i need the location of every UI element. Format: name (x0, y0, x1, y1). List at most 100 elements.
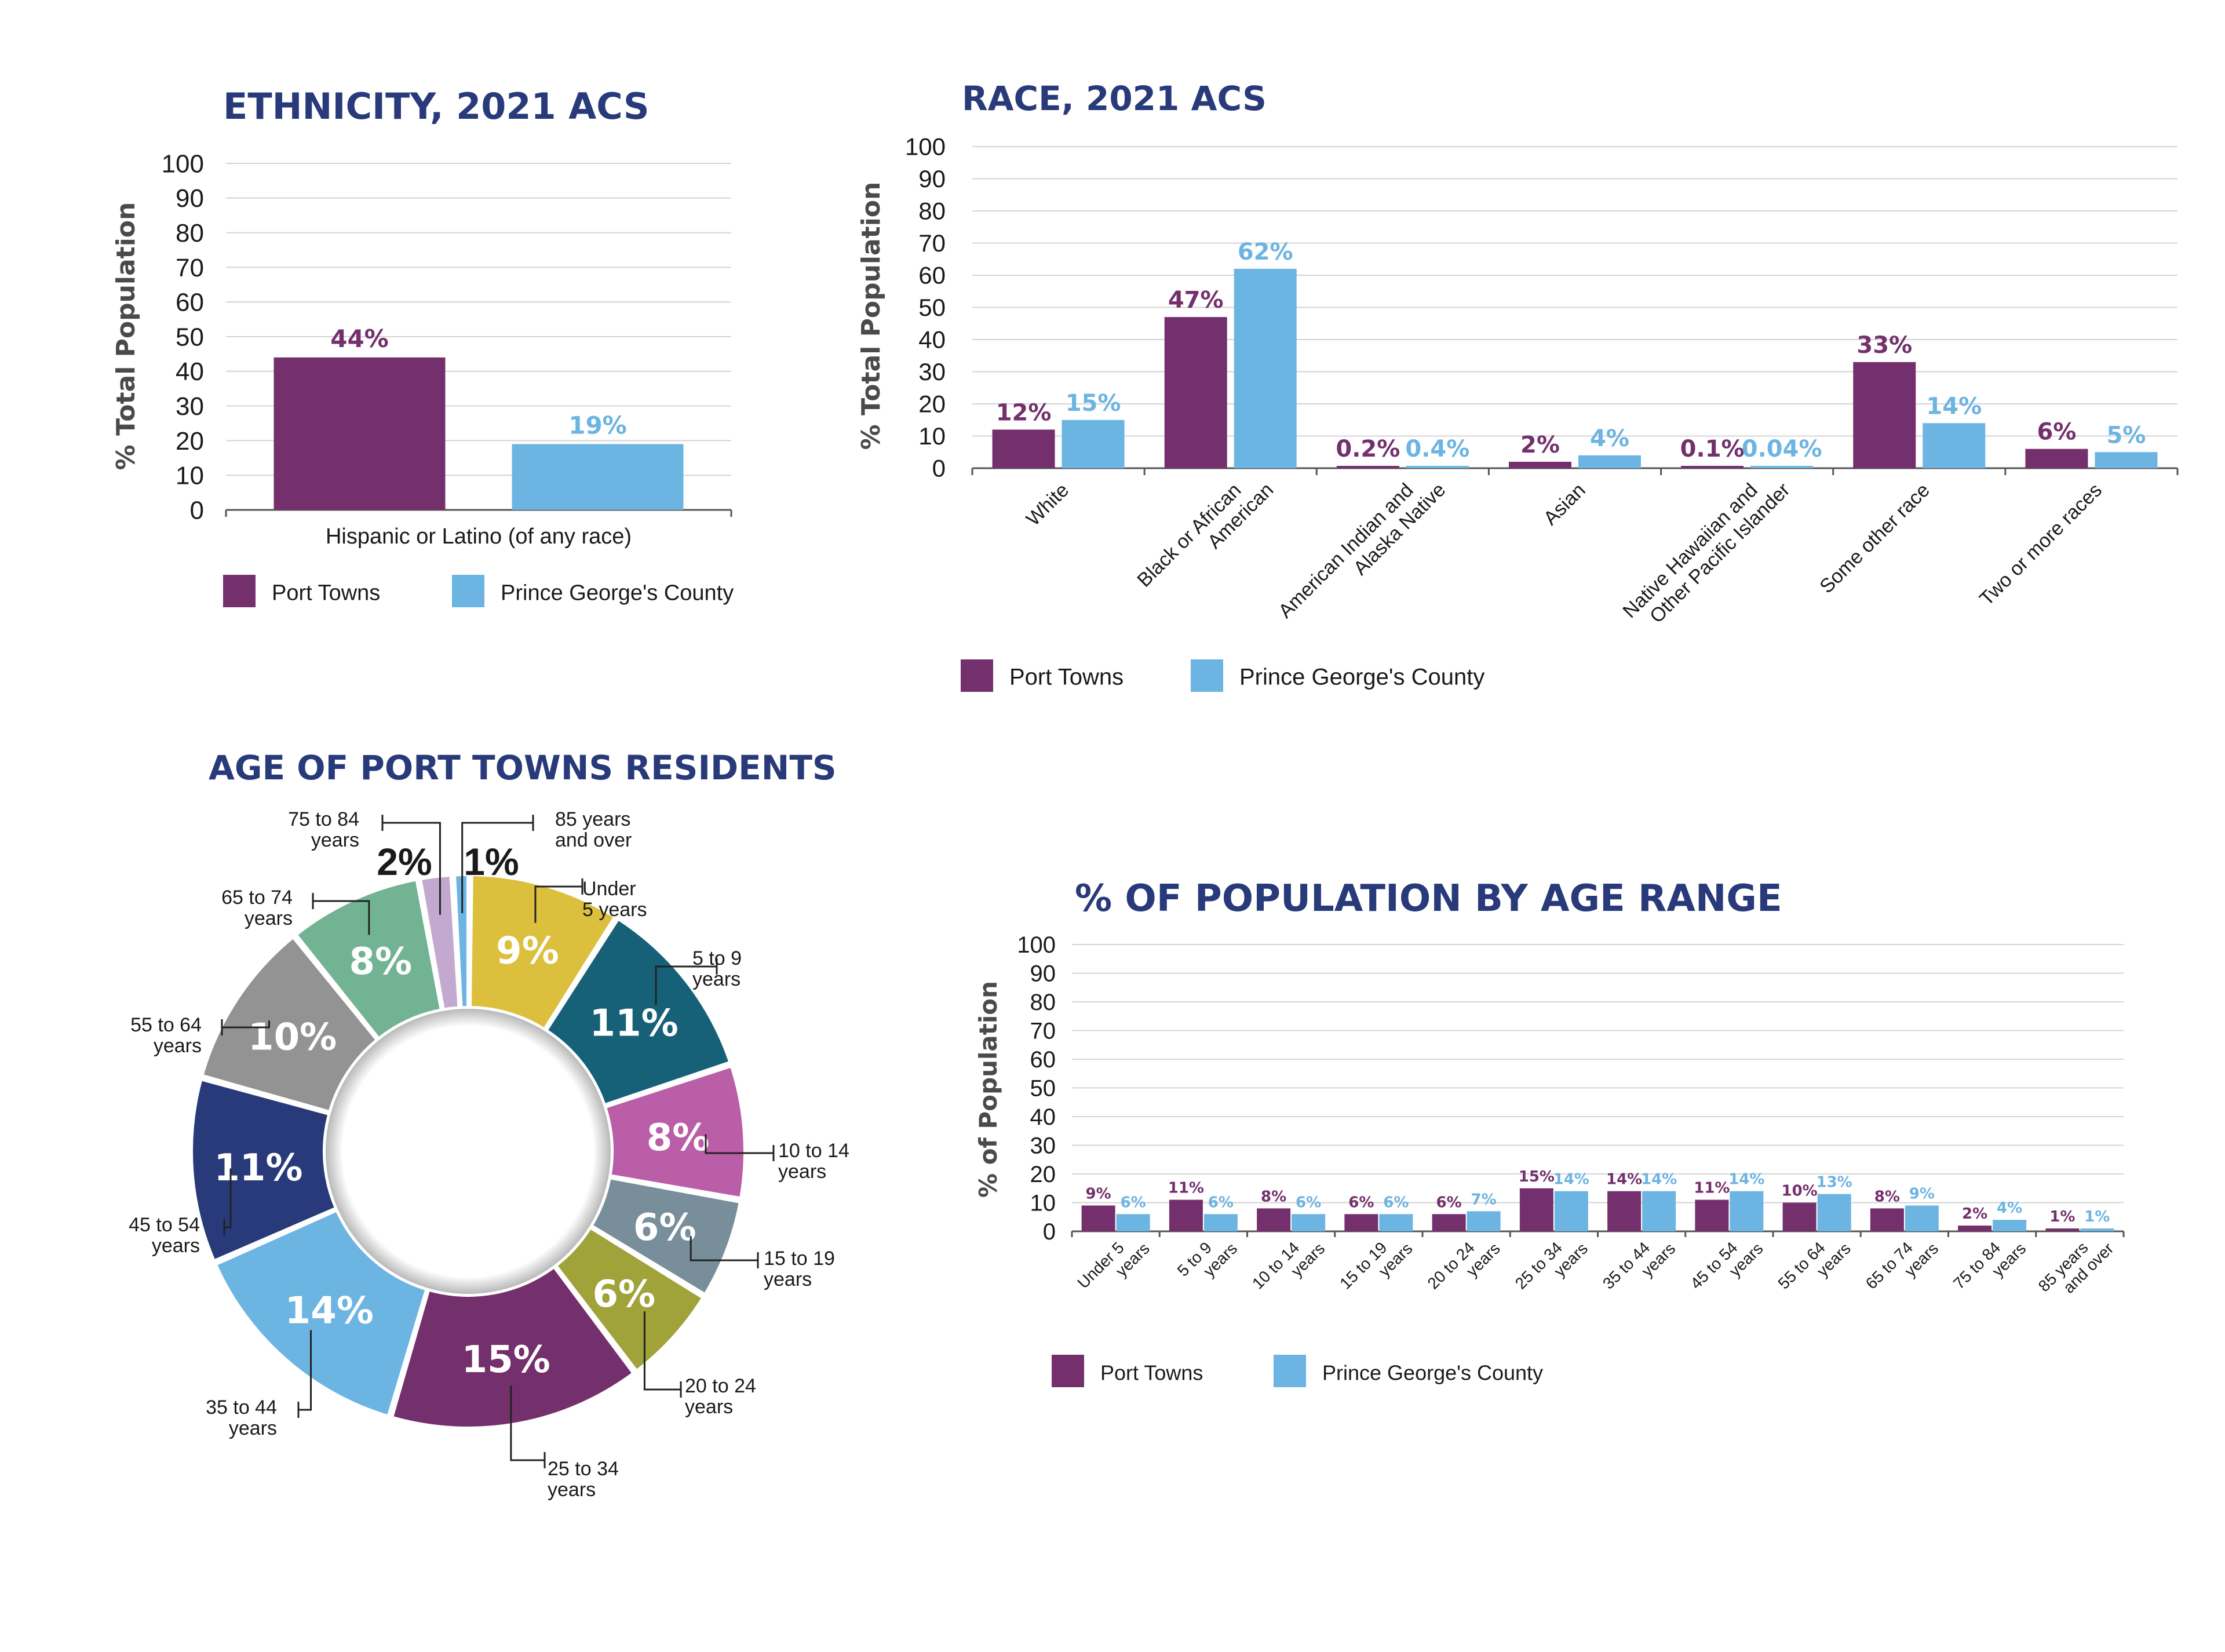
donut-hole (326, 1009, 611, 1294)
data-label: 4% (1997, 1199, 2022, 1217)
callout-label: 10 to 14 years (778, 1140, 849, 1183)
legend-label: Port Towns (1100, 1361, 1203, 1385)
y-tick-label: 70 (918, 229, 946, 257)
callout-label: 20 to 24 years (685, 1375, 756, 1418)
bar-county (1993, 1220, 2027, 1231)
callout-label-line: 55 to 64 (130, 1014, 202, 1036)
bar-port-towns (1607, 1191, 1642, 1231)
data-label: 19% (568, 411, 627, 439)
bar-port-towns (1081, 1205, 1115, 1231)
slice-value-label: 8% (349, 940, 413, 983)
y-tick-label: 50 (918, 294, 946, 321)
callout-label-line: Under (582, 878, 636, 900)
callout-label-line: years (692, 968, 741, 990)
callout-leader (534, 885, 582, 923)
bar-county (2080, 1228, 2114, 1231)
bar-county (1817, 1194, 1851, 1231)
x-category-label: 10 to 14years (1249, 1226, 1328, 1305)
y-tick-label: 10 (918, 422, 946, 450)
x-category-label-line: Some other race (1815, 479, 1934, 598)
data-label: 13% (1817, 1174, 1852, 1191)
y-tick-label: 50 (1030, 1076, 1056, 1102)
callout-label-line: 10 to 14 (778, 1140, 849, 1162)
slice-value-label: 11% (590, 1002, 679, 1045)
slice-value-label: 2% (377, 840, 432, 883)
slice-value-label: 11% (214, 1147, 302, 1190)
ethnicity-chart: ETHNICITY, 2021 ACS 0 10 20 30 40 50 60 70 80 90 10… (111, 85, 734, 607)
bar-county (1467, 1211, 1501, 1231)
x-category-label: 85 yearsand over (2035, 1226, 2117, 1308)
callout-leader (643, 1311, 681, 1391)
x-category-label-line: Other Pacific Islander (1646, 479, 1794, 628)
data-label: 6% (2037, 419, 2076, 446)
chart-title: ETHNICITY, 2021 ACS (223, 85, 650, 127)
callout-label-line: years (778, 1161, 826, 1183)
callout-leader (313, 900, 370, 935)
donut-slice (603, 1063, 747, 1201)
data-label: 7% (1471, 1191, 1497, 1208)
callout-label-line: years (548, 1479, 596, 1501)
bar-county (1578, 455, 1641, 468)
data-label: 5% (2106, 422, 2146, 448)
callout-label: 15 to 19 years (764, 1248, 835, 1290)
bar-port-towns (1695, 1199, 1729, 1231)
bar-county (1905, 1205, 1939, 1231)
donut-slice (553, 1224, 706, 1374)
callout-label-line: 75 to 84 (288, 808, 359, 830)
callout-leader (461, 822, 533, 914)
data-label: 15% (1519, 1168, 1555, 1186)
y-tick-label: 20 (918, 391, 946, 418)
bar-port-towns (1257, 1208, 1291, 1231)
x-category-label: 25 to 34years (1512, 1226, 1591, 1305)
bar-port-towns (2045, 1228, 2080, 1231)
callout-label-line: 35 to 44 (206, 1396, 277, 1418)
legend-label: Port Towns (1009, 665, 1124, 690)
bar-port-towns (1853, 362, 1916, 468)
data-label: 1% (2084, 1208, 2110, 1226)
bar-port-towns (1344, 1214, 1378, 1231)
data-label: 9% (1909, 1185, 1935, 1202)
slice-value-label: 6% (633, 1206, 696, 1249)
data-label: 0.4% (1405, 436, 1469, 462)
data-label: 33% (1856, 332, 1912, 359)
chart-title: % OF POPULATION BY AGE RANGE (1075, 877, 1782, 920)
x-category-label: 15 to 19years (1336, 1226, 1416, 1305)
callout-label-line: years (311, 829, 359, 851)
slice-value-label: 10% (248, 1016, 337, 1059)
data-label: 0.1% (1680, 436, 1745, 462)
x-category-label: Under 5years (1074, 1226, 1153, 1305)
callout-label: Under 5 years (582, 878, 647, 921)
x-category-label: Native Hawaiian andOther Pacific Islande… (1618, 463, 1794, 639)
x-category-label: 20 to 24years (1424, 1226, 1503, 1305)
callout-leader (510, 1385, 545, 1461)
legend-label: Prince George's County (501, 581, 734, 606)
data-label: 15% (1066, 390, 1121, 417)
x-category-label: White (1022, 479, 1073, 530)
bar-county (1234, 268, 1297, 468)
bar-port-towns (1870, 1208, 1904, 1231)
y-tick-label: 100 (162, 149, 204, 178)
data-label: 10% (1782, 1183, 1818, 1200)
callout-label-line: years (764, 1268, 812, 1290)
x-category-label-line: Asian (1540, 479, 1590, 530)
callout-label: 25 to 34 years (548, 1458, 619, 1501)
bar-port-towns (992, 429, 1055, 468)
bar-county (1203, 1214, 1238, 1231)
bar-county (1750, 466, 1814, 468)
x-category-label: 5 to 9years (1174, 1226, 1241, 1293)
x-category-label: Black or AfricanAmerican (1133, 463, 1278, 608)
data-label: 47% (1168, 287, 1224, 313)
callout-label: 45 to 54 years (129, 1214, 200, 1257)
callout-label-line: years (245, 907, 293, 929)
legend-label: Port Towns (272, 581, 380, 606)
bar-port-towns (1336, 466, 1399, 468)
y-tick-label: 0 (932, 455, 946, 482)
callout-label: 55 to 64 years (130, 1014, 202, 1057)
age-donut-chart: AGE OF PORT TOWNS RESIDENTS 9% Under 5 year… (129, 748, 849, 1501)
donut-slice (199, 934, 380, 1115)
donut-slice (213, 1208, 429, 1419)
y-tick-label: 20 (1030, 1162, 1056, 1187)
callout-label-line: 85 years (555, 808, 630, 830)
y-axis-label: % Total Population (856, 182, 886, 450)
